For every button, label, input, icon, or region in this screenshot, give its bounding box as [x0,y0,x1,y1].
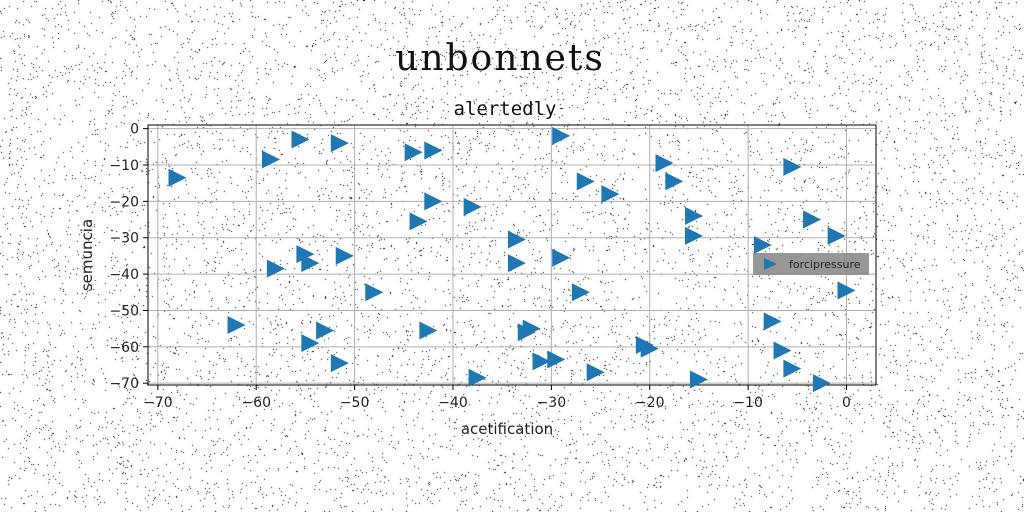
data-point-marker [227,316,246,334]
x-tick-label: −50 [340,395,370,411]
data-point-marker [571,283,590,302]
data-point-marker [316,321,335,340]
data-point-marker [266,259,285,278]
data-point-marker [803,210,822,229]
data-point-marker [586,363,605,382]
data-point-marker [812,374,831,393]
data-point-marker [463,197,482,216]
y-tick-label: 0 [130,122,139,138]
legend-entry-label: forcipressure [789,258,861,271]
y-axis-label: semuncia [78,219,96,291]
data-point-marker [419,321,438,340]
data-point-marker [517,323,536,342]
data-point-marker [409,212,428,231]
grid-lines [148,125,876,385]
data-point-marker [773,341,792,360]
x-tick-label: −40 [438,395,468,411]
data-point-marker [301,254,320,273]
data-point-marker [655,154,674,173]
data-point-marker [507,230,526,249]
data-point-marker [424,192,443,211]
x-tick-label: 0 [842,395,851,411]
x-tick-label: −30 [537,395,567,411]
data-point-marker [576,172,595,191]
data-points [168,126,856,393]
data-point-marker [291,130,310,149]
data-point-marker [685,226,703,245]
data-point-marker [763,312,782,331]
chart-subtitle: alertedly [454,98,557,120]
data-point-marker [532,352,551,371]
data-point-marker [837,281,856,300]
chart-title: unbonnets [395,38,605,79]
data-point-marker [301,334,320,353]
y-tick-label: −30 [109,231,139,247]
data-point-marker [689,370,708,389]
plot-frame [147,124,877,386]
x-tick-label: −70 [143,395,173,411]
y-tick-label: −60 [109,340,139,356]
axes [147,124,877,386]
data-point-marker [665,172,684,191]
data-point-marker [783,359,802,378]
data-point-marker [424,141,443,160]
x-tick-label: −10 [733,395,763,411]
data-point-marker [168,168,187,187]
data-point-marker [330,134,349,153]
data-point-marker [365,283,384,302]
y-tick-label: −50 [109,303,139,319]
data-point-marker [296,245,315,264]
x-ticks: −70 −60 −50 −40 −30 −20 −10 0 [143,385,851,411]
y-tick-label: −10 [109,158,139,174]
data-point-marker [468,368,487,387]
data-point-marker [547,350,566,369]
data-point-marker [330,354,349,373]
y-tick-label: −40 [109,267,139,283]
data-point-marker [507,254,526,273]
x-axis-label: acetification [461,420,553,438]
data-point-marker [783,157,802,176]
legend-box [753,253,869,275]
x-tick-label: −20 [635,395,665,411]
legend-marker-icon [764,258,777,270]
data-point-marker [753,236,772,254]
data-point-marker [552,126,571,145]
y-ticks: 0 −10 −20 −30 −40 −50 −60 −70 [109,122,148,392]
y-tick-label: −70 [109,376,139,392]
legend: forcipressure [753,253,869,275]
data-point-marker [601,185,620,204]
data-point-marker [640,339,659,358]
data-point-marker [685,206,703,225]
data-point-marker [552,248,571,267]
x-tick-label: −60 [241,395,271,411]
data-point-marker [261,150,280,169]
data-point-marker [404,143,423,162]
data-point-marker [335,246,354,265]
y-tick-label: −20 [109,194,139,210]
data-point-marker [827,226,846,245]
